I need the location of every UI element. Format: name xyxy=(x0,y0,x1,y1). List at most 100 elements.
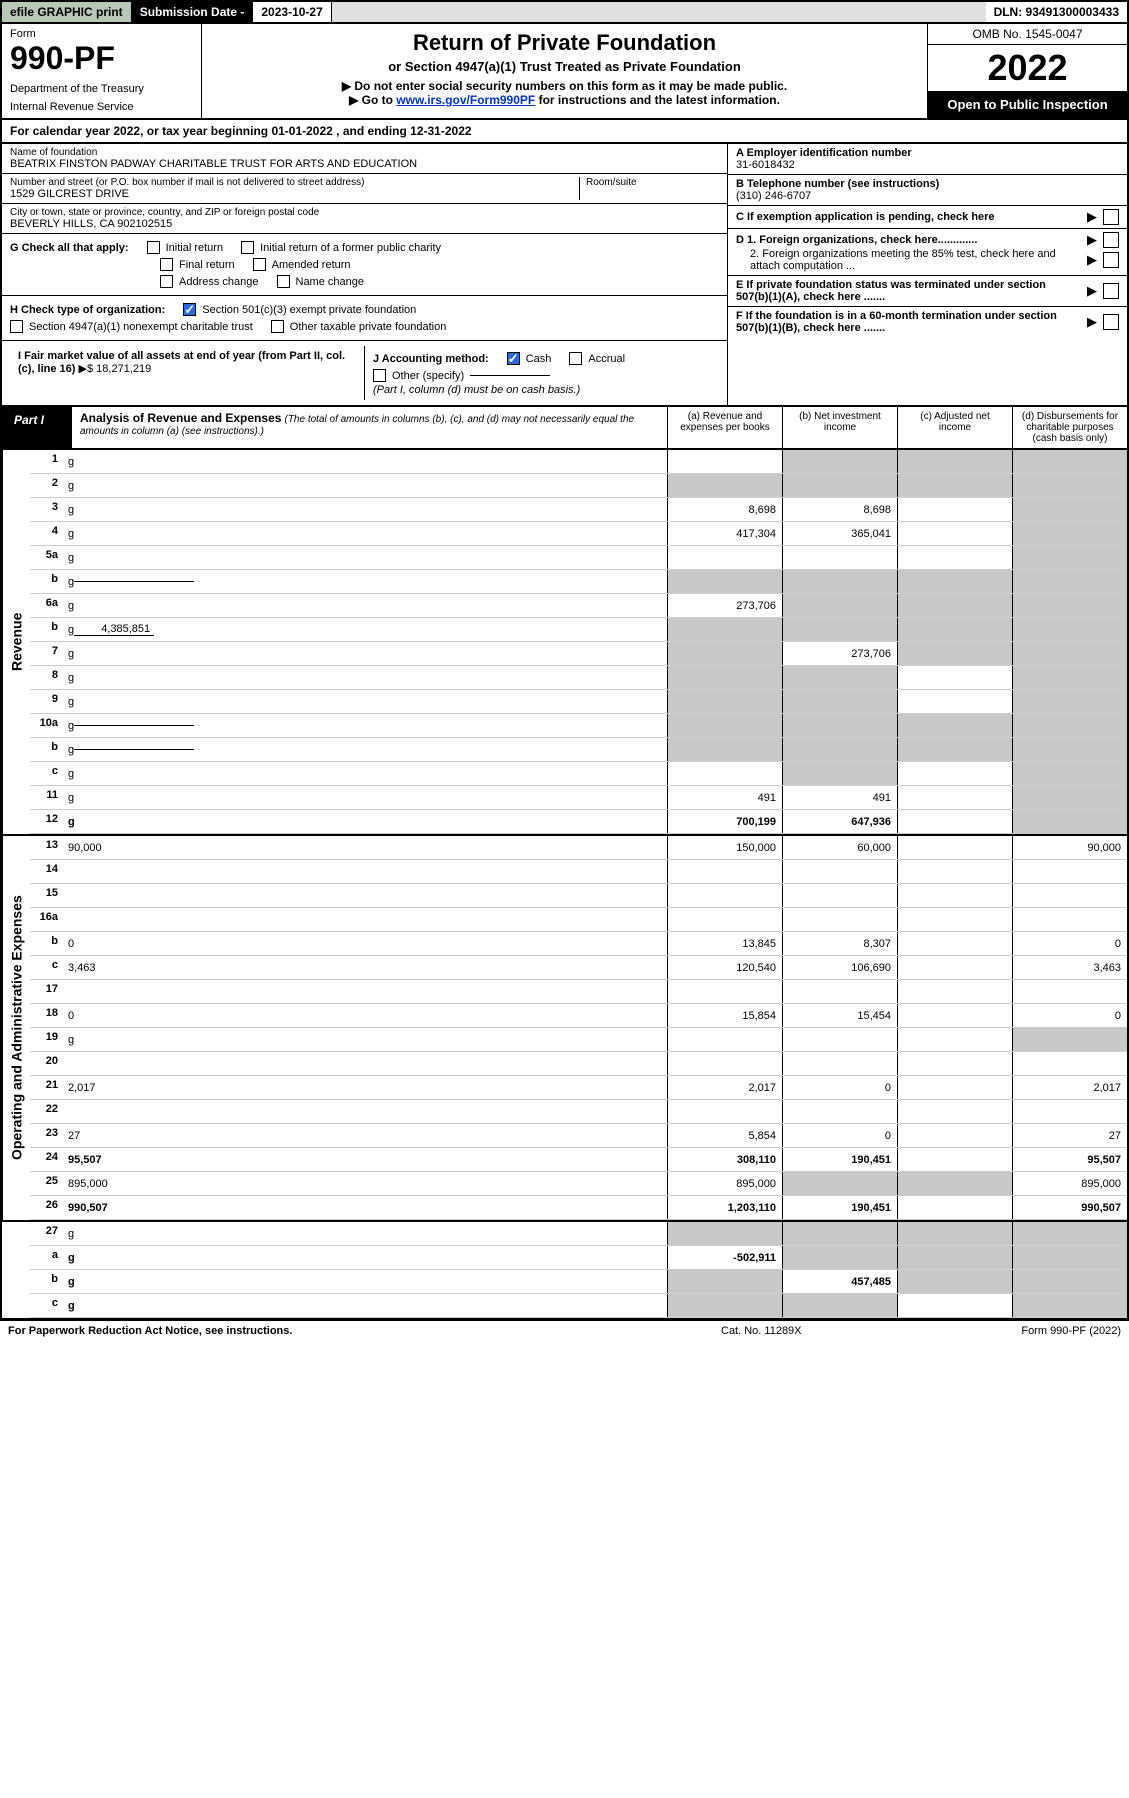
cell-grey xyxy=(667,1270,782,1293)
e-label: E If private foundation status was termi… xyxy=(736,279,1081,303)
row-description: g xyxy=(64,1294,667,1317)
checkbox-cash[interactable] xyxy=(507,352,520,365)
revenue-table: Revenue 1g2g3g8,6988,6984g417,304365,041… xyxy=(0,450,1129,836)
checkbox-4947a1[interactable] xyxy=(10,320,23,333)
checkbox-other-taxable[interactable] xyxy=(271,320,284,333)
row-description: g xyxy=(64,642,667,665)
table-row: cg xyxy=(30,1294,1127,1318)
checkbox-d2[interactable] xyxy=(1103,252,1119,268)
cell-value xyxy=(897,1100,1012,1123)
address-label: Number and street (or P.O. box number if… xyxy=(10,177,579,188)
row-number: 27 xyxy=(30,1222,64,1245)
cell-value xyxy=(897,836,1012,859)
checkbox-d1[interactable] xyxy=(1103,232,1119,248)
checkbox-address-change[interactable] xyxy=(160,275,173,288)
efile-label[interactable]: efile GRAPHIC print xyxy=(2,2,132,22)
cell-grey xyxy=(782,714,897,737)
cell-value xyxy=(897,690,1012,713)
cell-value xyxy=(1012,1052,1127,1075)
cell-value xyxy=(667,980,782,1003)
dept-treasury: Department of the Treasury xyxy=(10,83,193,95)
row-description: g 4,385,851 xyxy=(64,618,667,641)
cell-grey xyxy=(1012,786,1127,809)
cell-grey xyxy=(667,642,782,665)
cell-value xyxy=(782,860,897,883)
row-description xyxy=(64,860,667,883)
cell-value xyxy=(667,762,782,785)
open-public-label: Open to Public Inspection xyxy=(928,91,1127,118)
checkbox-other-method[interactable] xyxy=(373,369,386,382)
checkbox-e[interactable] xyxy=(1103,283,1119,299)
row-description: g xyxy=(64,594,667,617)
cell-value xyxy=(897,908,1012,931)
irs-link[interactable]: www.irs.gov/Form990PF xyxy=(396,93,535,107)
cell-grey xyxy=(782,570,897,593)
row-number: c xyxy=(30,1294,64,1317)
row-number: 24 xyxy=(30,1148,64,1171)
city-label: City or town, state or province, country… xyxy=(10,207,719,218)
cell-value: 3,463 xyxy=(1012,956,1127,979)
checkbox-amended[interactable] xyxy=(253,258,266,271)
row-description: g xyxy=(64,450,667,473)
table-row: 19g xyxy=(30,1028,1127,1052)
checkbox-f[interactable] xyxy=(1103,314,1119,330)
checkbox-initial-return[interactable] xyxy=(147,241,160,254)
cell-grey xyxy=(1012,1246,1127,1269)
cell-grey xyxy=(897,1246,1012,1269)
revenue-sidelabel: Revenue xyxy=(2,450,30,834)
cell-grey xyxy=(897,450,1012,473)
row-description: g xyxy=(64,1028,667,1051)
row-description: g xyxy=(64,762,667,785)
cell-grey xyxy=(782,738,897,761)
cell-value: 106,690 xyxy=(782,956,897,979)
cell-value: 308,110 xyxy=(667,1148,782,1171)
row-description: 895,000 xyxy=(64,1172,667,1195)
checkbox-501c3[interactable] xyxy=(183,303,196,316)
cell-value xyxy=(897,810,1012,833)
table-row: bg457,485 xyxy=(30,1270,1127,1294)
row-number: 9 xyxy=(30,690,64,713)
row-number: c xyxy=(30,956,64,979)
row-description: 90,000 xyxy=(64,836,667,859)
cell-grey xyxy=(1012,690,1127,713)
cell-value: 0 xyxy=(782,1124,897,1147)
cell-value: -502,911 xyxy=(667,1246,782,1269)
j-label: J Accounting method: xyxy=(373,353,489,365)
fmv-value[interactable]: 18,271,219 xyxy=(96,363,151,375)
cell-value xyxy=(667,884,782,907)
checkbox-name-change[interactable] xyxy=(277,275,290,288)
cell-value: 8,698 xyxy=(782,498,897,521)
cell-value xyxy=(667,908,782,931)
cell-grey xyxy=(782,1246,897,1269)
table-row: 12g700,199647,936 xyxy=(30,810,1127,834)
d1-label: D 1. Foreign organizations, check here..… xyxy=(736,234,1081,246)
table-row: b013,8458,3070 xyxy=(30,932,1127,956)
cell-value xyxy=(897,1196,1012,1219)
row-description: g xyxy=(64,1270,667,1293)
cell-value: 60,000 xyxy=(782,836,897,859)
cell-grey xyxy=(667,690,782,713)
cell-value xyxy=(897,1076,1012,1099)
cell-grey xyxy=(1012,1222,1127,1245)
row-description: g xyxy=(64,498,667,521)
row-description: g xyxy=(64,786,667,809)
row-description: 95,507 xyxy=(64,1148,667,1171)
checkbox-c[interactable] xyxy=(1103,209,1119,225)
cell-grey xyxy=(667,618,782,641)
footer-form: Form 990-PF (2022) xyxy=(921,1325,1121,1337)
cell-grey xyxy=(897,642,1012,665)
cell-grey xyxy=(1012,570,1127,593)
row-number: 17 xyxy=(30,980,64,1003)
col-c-header: (c) Adjusted net income xyxy=(897,407,1012,448)
cell-grey xyxy=(897,618,1012,641)
cell-value: 273,706 xyxy=(782,642,897,665)
cell-grey xyxy=(667,738,782,761)
cell-grey xyxy=(1012,522,1127,545)
checkbox-initial-former[interactable] xyxy=(241,241,254,254)
checkbox-final-return[interactable] xyxy=(160,258,173,271)
table-row: 17 xyxy=(30,980,1127,1004)
cell-value xyxy=(667,1028,782,1051)
row-number: 16a xyxy=(30,908,64,931)
checkbox-accrual[interactable] xyxy=(569,352,582,365)
row-number: b xyxy=(30,932,64,955)
